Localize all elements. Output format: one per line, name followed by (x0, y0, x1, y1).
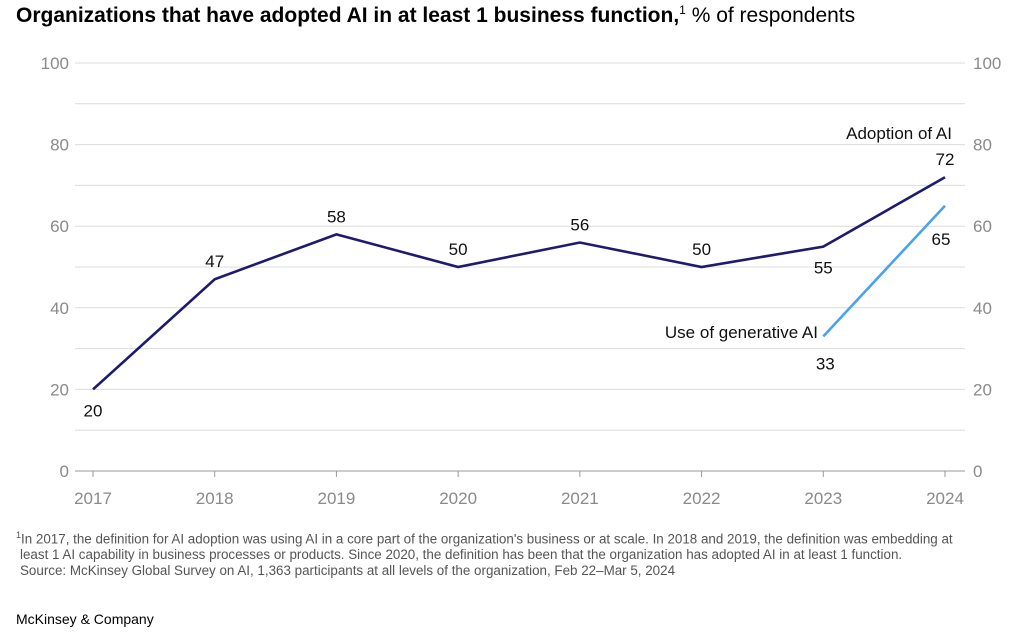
footnote-marker: 1 (16, 530, 22, 540)
chart-title: Organizations that have adopted AI in at… (16, 4, 855, 28)
x-tick-label: 2022 (683, 489, 721, 508)
y-tick-label-left: 60 (50, 217, 69, 236)
y-tick-label-right: 0 (973, 462, 982, 481)
y-tick-label-right: 20 (973, 380, 992, 399)
data-label: 65 (932, 230, 951, 249)
title-unit: % of respondents (685, 4, 856, 27)
x-tick-label: 2023 (804, 489, 842, 508)
y-tick-label-left: 40 (50, 299, 69, 318)
y-tick-label-left: 100 (41, 54, 69, 73)
footnote: 1In 2017, the definition for AI adoption… (16, 527, 1016, 579)
data-label: 58 (327, 207, 346, 226)
x-tick-label: 2020 (439, 489, 477, 508)
y-tick-label-right: 80 (973, 136, 992, 155)
series-label-adoption-of-ai: Adoption of AI (846, 124, 952, 143)
data-label: 72 (936, 150, 955, 169)
footnote-text-1: In 2017, the definition for AI adoption … (21, 531, 953, 547)
footnote-line-1: 1In 2017, the definition for AI adoption… (16, 527, 1016, 547)
y-tick-label-right: 60 (973, 217, 992, 236)
y-tick-label-left: 0 (60, 462, 69, 481)
title-footnote-marker: 1 (679, 3, 686, 17)
data-label: 33 (816, 354, 835, 373)
brand-name: McKinsey & Company (16, 611, 154, 627)
data-label: 50 (449, 240, 468, 259)
series-lines (92, 176, 946, 391)
y-tick-label-right: 40 (973, 299, 992, 318)
y-tick-label-left: 80 (50, 136, 69, 155)
series-line-generative-ai (822, 204, 946, 338)
data-label: 56 (570, 216, 589, 235)
x-tick-label: 2017 (74, 489, 112, 508)
x-tick-label: 2018 (196, 489, 234, 508)
data-labels: 20 47 58 50 56 50 55 72 33 65 Adoption of AI Use of… (84, 124, 955, 420)
x-tick-label: 2019 (318, 489, 356, 508)
x-tick-label: 2024 (926, 489, 964, 508)
data-label: 47 (205, 252, 224, 271)
y-tick-label-right: 100 (973, 54, 1001, 73)
grid (75, 62, 965, 472)
footnote-line-2: least 1 AI capability in business proces… (20, 547, 903, 563)
x-axis: 2017 2018 2019 2020 2021 2022 2023 2024 (74, 471, 964, 508)
x-tick-label: 2021 (561, 489, 599, 508)
data-label: 50 (692, 240, 711, 259)
footnote-source: Source: McKinsey Global Survey on AI, 1,… (20, 563, 676, 579)
y-tick-label-left: 20 (50, 380, 69, 399)
data-label: 20 (84, 401, 103, 420)
y-axis-left: 0 20 40 60 80 100 (41, 54, 69, 481)
y-axis-right: 0 20 40 60 80 100 (973, 54, 1001, 481)
series-line-ai-adoption (92, 176, 946, 391)
data-label: 55 (814, 259, 833, 278)
series-label-use-of-generative-ai: Use of generative AI (665, 323, 818, 342)
title-text: Organizations that have adopted AI in at… (16, 4, 680, 27)
